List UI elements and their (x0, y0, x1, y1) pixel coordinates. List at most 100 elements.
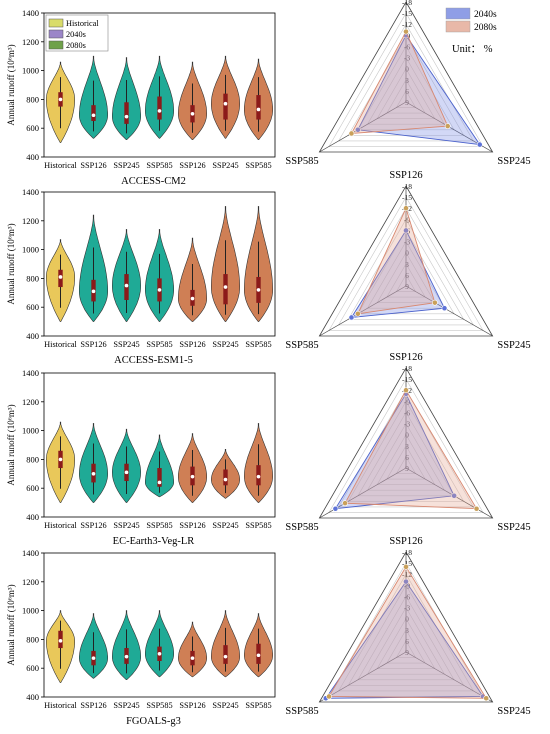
legend-label: Historical (66, 19, 99, 28)
violin-median-dot (91, 289, 96, 294)
model-caption: EC-Earth3-Veg-LR (113, 536, 195, 547)
radar-spoke (319, 651, 407, 703)
y-axis-label: Annual runoff (10⁶m³) (6, 223, 16, 304)
y-tick-label: 1200 (22, 397, 39, 407)
radar-tick-label: -15 (402, 375, 412, 384)
radar-grid-ring (376, 618, 436, 670)
violin-median-dot (190, 112, 195, 116)
violin-median-dot (58, 457, 63, 462)
radar-grid-ring (318, 185, 494, 337)
y-tick-label: 1400 (22, 368, 39, 378)
legend-swatch (48, 18, 64, 28)
y-tick-label: 1000 (22, 245, 39, 255)
radar-tick-label: -9 (404, 215, 410, 224)
radar-point-2040s (403, 227, 409, 234)
y-tick-label: 1400 (22, 187, 39, 197)
radar-tick-label: 3 (405, 76, 409, 85)
radar-axis-label-ssp585: SSP585 (285, 340, 318, 351)
violin-iqr-box (124, 102, 129, 124)
x-tick-label: Historical (44, 701, 77, 710)
violin-median-dot (256, 653, 261, 658)
radar-tick-label: 6 (405, 87, 409, 96)
radar-point-2080s (473, 505, 480, 512)
radar-grid-ring (395, 90, 417, 108)
y-tick-label: 800 (26, 94, 39, 104)
violin-median-dot (58, 639, 63, 643)
radar-legend-label: 2040s (474, 10, 497, 20)
radar-axis-label-ssp585: SSP585 (285, 706, 318, 717)
x-tick-label: SSP585 (146, 701, 172, 710)
violin-iqr-box (223, 93, 228, 120)
x-tick-label: SSP585 (146, 340, 172, 349)
violin-iqr-box (157, 96, 162, 120)
y-tick-label: 800 (26, 273, 39, 283)
radar-grid-ring (395, 274, 417, 292)
violin-median-dot (58, 97, 63, 102)
x-tick-label: SSP126 (179, 340, 205, 349)
violin-median-dot (190, 474, 195, 479)
x-tick-label: SSP245 (212, 521, 238, 530)
x-tick-label: SSP585 (146, 521, 172, 530)
y-tick-label: 1000 (22, 426, 39, 436)
violin-median-dot (91, 472, 96, 476)
radar-series-2040s (334, 392, 455, 510)
radar-tick-label: -9 (404, 581, 410, 590)
violin-median-dot (223, 285, 228, 289)
radar-tick-label: -9 (404, 397, 410, 406)
radar-point-2080s (431, 299, 438, 306)
x-tick-label: SSP126 (179, 521, 205, 530)
radar-tick-label: -15 (402, 559, 412, 568)
violin-panel-4: 400 600 800 1000 1200 1400 Annual runoff (10⁶m… (6, 548, 276, 727)
violin-median-dot (190, 656, 195, 660)
radar-tick-label: 9 (405, 282, 409, 291)
violin-iqr-box (91, 105, 96, 121)
radar-grid-ring (328, 378, 484, 513)
radar-axis-label-ssp245: SSP245 (497, 522, 530, 533)
radar-axis-label-ssp126: SSP126 (389, 536, 422, 547)
violin-median-dot (256, 474, 261, 479)
x-tick-label: SSP126 (80, 521, 106, 530)
violin-median-dot (190, 296, 195, 301)
radar-tick-label: 6 (405, 453, 409, 462)
radar-tick-label: -3 (404, 604, 410, 613)
plot-frame (43, 12, 276, 158)
x-tick-label: SSP245 (212, 340, 238, 349)
violin-iqr-box (256, 95, 261, 120)
violin-median-dot (124, 283, 129, 288)
y-tick-label: 1000 (22, 606, 39, 616)
radar-tick-label: -18 (402, 182, 412, 191)
radar-grid-ring (328, 196, 484, 331)
violin-panel-2: 400 600 800 1000 1200 1400 Annual runoff (10⁶m… (6, 187, 276, 366)
radar-grid-ring (366, 607, 446, 675)
radar-axis-label-ssp126: SSP126 (389, 352, 422, 363)
legend-swatch (48, 40, 64, 50)
violin-median-dot (124, 470, 129, 475)
y-tick-label: 800 (26, 454, 39, 464)
radar-grid-ring (318, 1, 494, 153)
x-tick-label: SSP126 (179, 161, 205, 170)
radar-point-2080s (342, 500, 348, 507)
radar-tick-label: 9 (405, 648, 409, 657)
radar-axis-label-ssp245: SSP245 (497, 706, 530, 717)
radar-legend-swatch (445, 20, 471, 33)
radar-series-2080s (357, 206, 436, 315)
legend-swatch (48, 29, 64, 39)
x-tick-label: SSP585 (245, 161, 271, 170)
radar-point-2040s (332, 505, 339, 512)
model-caption: ACCESS-CM2 (121, 176, 186, 187)
radar-tick-label: -18 (402, 364, 412, 373)
radar-tick-label: -6 (404, 592, 410, 601)
violin-median-dot (157, 288, 162, 292)
y-tick-label: 1200 (22, 577, 39, 587)
x-tick-label: SSP585 (146, 161, 172, 170)
radar-point-2080s (354, 310, 361, 317)
radar-tick-label: -12 (402, 570, 412, 579)
x-tick-label: SSP245 (113, 340, 139, 349)
radar-tick-label: 0 (405, 431, 409, 440)
radar-grid-ring (338, 207, 474, 326)
x-tick-label: Historical (44, 340, 77, 349)
radar-grid-ring (386, 445, 426, 480)
radar-grid-ring (376, 252, 436, 304)
